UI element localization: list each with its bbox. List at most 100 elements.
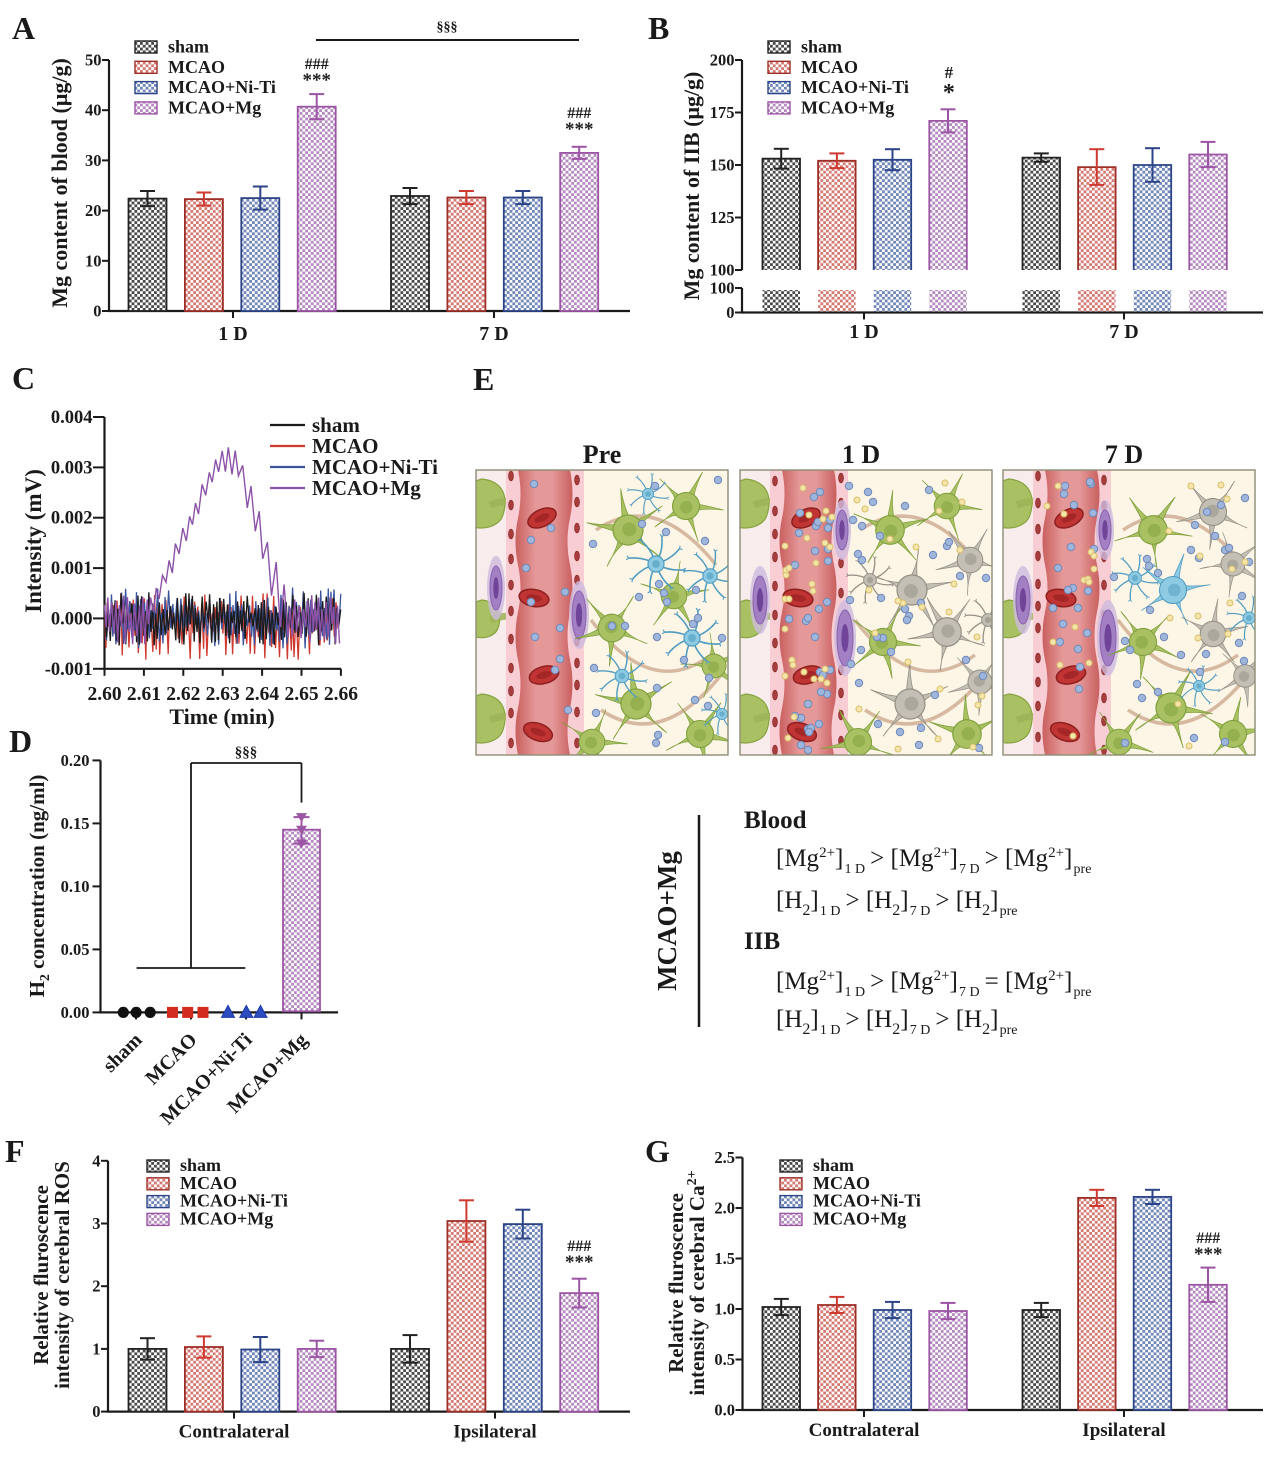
svg-text:40: 40 — [85, 101, 102, 120]
svg-text:0: 0 — [92, 1402, 100, 1421]
svg-text:0: 0 — [726, 303, 734, 322]
svg-text:1.5: 1.5 — [714, 1249, 735, 1268]
svg-text:0.00: 0.00 — [61, 1003, 90, 1022]
svg-text:150: 150 — [710, 156, 735, 175]
svg-text:4: 4 — [92, 1151, 100, 1170]
svg-text:200: 200 — [710, 51, 735, 70]
svg-text:Mg content of IIB (μg/g): Mg content of IIB (μg/g) — [679, 72, 704, 301]
svg-text:100: 100 — [710, 279, 735, 298]
svg-text:0.05: 0.05 — [61, 940, 90, 959]
svg-text:1: 1 — [92, 1339, 100, 1358]
svg-text:intensity of cerebral Ca2+: intensity of cerebral Ca2+ — [685, 1170, 709, 1395]
svg-text:Relative fluroscence: Relative fluroscence — [29, 1185, 53, 1365]
svg-text:0.004: 0.004 — [51, 408, 93, 428]
svg-text:IIB: IIB — [744, 928, 780, 955]
svg-text:***: *** — [565, 119, 594, 140]
svg-text:2: 2 — [92, 1277, 100, 1296]
svg-text:10: 10 — [85, 251, 102, 270]
svg-text:0.15: 0.15 — [61, 814, 90, 833]
svg-text:2.5: 2.5 — [714, 1148, 735, 1167]
svg-text:0.5: 0.5 — [714, 1350, 735, 1369]
svg-text:F: F — [5, 1133, 25, 1169]
svg-text:Ipsilateral: Ipsilateral — [1082, 1420, 1165, 1441]
svg-text:sham: sham — [813, 1155, 854, 1175]
svg-text:2.64: 2.64 — [245, 684, 279, 705]
svg-text:***: *** — [303, 70, 332, 91]
svg-text:0.001: 0.001 — [51, 559, 93, 579]
svg-text:0.20: 0.20 — [61, 751, 90, 770]
svg-text:0.0: 0.0 — [714, 1401, 735, 1420]
svg-text:sham: sham — [801, 37, 842, 57]
svg-text:Contralateral: Contralateral — [809, 1420, 920, 1441]
svg-text:§§§: §§§ — [437, 20, 458, 35]
svg-text:G: G — [645, 1133, 670, 1169]
svg-text:Ipsilateral: Ipsilateral — [453, 1422, 536, 1443]
svg-text:MCAO+Ni-Ti: MCAO+Ni-Ti — [312, 455, 438, 479]
svg-text:§§§: §§§ — [235, 745, 258, 761]
svg-text:***: *** — [565, 1252, 594, 1273]
svg-text:Pre: Pre — [583, 440, 622, 469]
svg-text:MCAO: MCAO — [801, 57, 858, 77]
svg-text:30: 30 — [85, 151, 102, 170]
svg-text:###: ### — [567, 1238, 591, 1255]
svg-text:3: 3 — [92, 1214, 100, 1233]
svg-text:MCAO+Ni-Ti: MCAO+Ni-Ti — [801, 77, 909, 97]
svg-text:***: *** — [1194, 1244, 1223, 1265]
svg-text:MCAO: MCAO — [180, 1173, 237, 1193]
svg-text:Relative fluroscence: Relative fluroscence — [664, 1193, 688, 1373]
svg-text:2.61: 2.61 — [127, 684, 161, 705]
svg-text:1.0: 1.0 — [714, 1300, 735, 1319]
svg-text:2.63: 2.63 — [206, 684, 240, 705]
svg-text:MCAO+Ni-Ti: MCAO+Ni-Ti — [180, 1191, 288, 1211]
svg-text:125: 125 — [710, 208, 735, 227]
svg-text:Contralateral: Contralateral — [179, 1422, 290, 1443]
svg-text:100: 100 — [710, 261, 735, 280]
svg-text:MCAO: MCAO — [312, 434, 379, 458]
svg-text:H2 concentration (ng/ml): H2 concentration (ng/ml) — [25, 775, 53, 998]
svg-text:MCAO+Ni-Ti: MCAO+Ni-Ti — [168, 77, 276, 97]
svg-text:###: ### — [305, 56, 329, 73]
svg-text:MCAO+Mg: MCAO+Mg — [312, 476, 421, 500]
svg-text:175: 175 — [710, 103, 735, 122]
svg-text:Mg content of blood (μg/g): Mg content of blood (μg/g) — [47, 58, 72, 308]
svg-text:7 D: 7 D — [479, 323, 508, 345]
svg-text:sham: sham — [168, 37, 209, 57]
svg-text:2.60: 2.60 — [87, 684, 121, 705]
svg-text:7 D: 7 D — [1109, 321, 1138, 343]
svg-text:###: ### — [1196, 1230, 1220, 1247]
svg-text:B: B — [648, 10, 669, 46]
svg-text:7 D: 7 D — [1105, 440, 1143, 469]
svg-text:intensity of cerebral ROS: intensity of cerebral ROS — [50, 1161, 74, 1389]
svg-text:Blood: Blood — [744, 807, 807, 834]
svg-text:20: 20 — [85, 201, 102, 220]
svg-text:MCAO+Mg: MCAO+Mg — [168, 97, 261, 117]
svg-text:C: C — [12, 360, 35, 396]
svg-text:0: 0 — [93, 302, 101, 321]
svg-text:1 D: 1 D — [842, 440, 880, 469]
svg-text:1 D: 1 D — [218, 323, 247, 345]
svg-text:MCAO+Ni-Ti: MCAO+Ni-Ti — [813, 1191, 921, 1211]
svg-text:MCAO+Mg: MCAO+Mg — [652, 851, 682, 991]
svg-text:sham: sham — [180, 1155, 221, 1175]
svg-text:50: 50 — [85, 51, 102, 70]
svg-text:Intensity (mV): Intensity (mV) — [21, 469, 46, 613]
svg-text:A: A — [12, 10, 35, 46]
svg-text:1 D: 1 D — [849, 321, 878, 343]
svg-text:2.65: 2.65 — [284, 684, 318, 705]
svg-text:MCAO: MCAO — [168, 57, 225, 77]
svg-text:0.10: 0.10 — [61, 877, 90, 896]
svg-text:2.0: 2.0 — [714, 1199, 735, 1218]
svg-text:###: ### — [567, 105, 591, 122]
svg-text:D: D — [9, 723, 32, 759]
svg-text:MCAO+Mg: MCAO+Mg — [813, 1208, 906, 1228]
svg-text:0.000: 0.000 — [51, 609, 93, 629]
svg-text:0.003: 0.003 — [51, 458, 93, 478]
svg-text:-0.001: -0.001 — [45, 660, 93, 680]
svg-text:#: # — [945, 63, 954, 82]
svg-text:Time (min): Time (min) — [169, 704, 274, 729]
svg-text:MCAO+Mg: MCAO+Mg — [801, 97, 894, 117]
svg-text:*: * — [943, 80, 955, 106]
svg-text:0.002: 0.002 — [51, 509, 93, 529]
svg-text:sham: sham — [312, 413, 360, 437]
svg-text:MCAO: MCAO — [813, 1173, 870, 1193]
